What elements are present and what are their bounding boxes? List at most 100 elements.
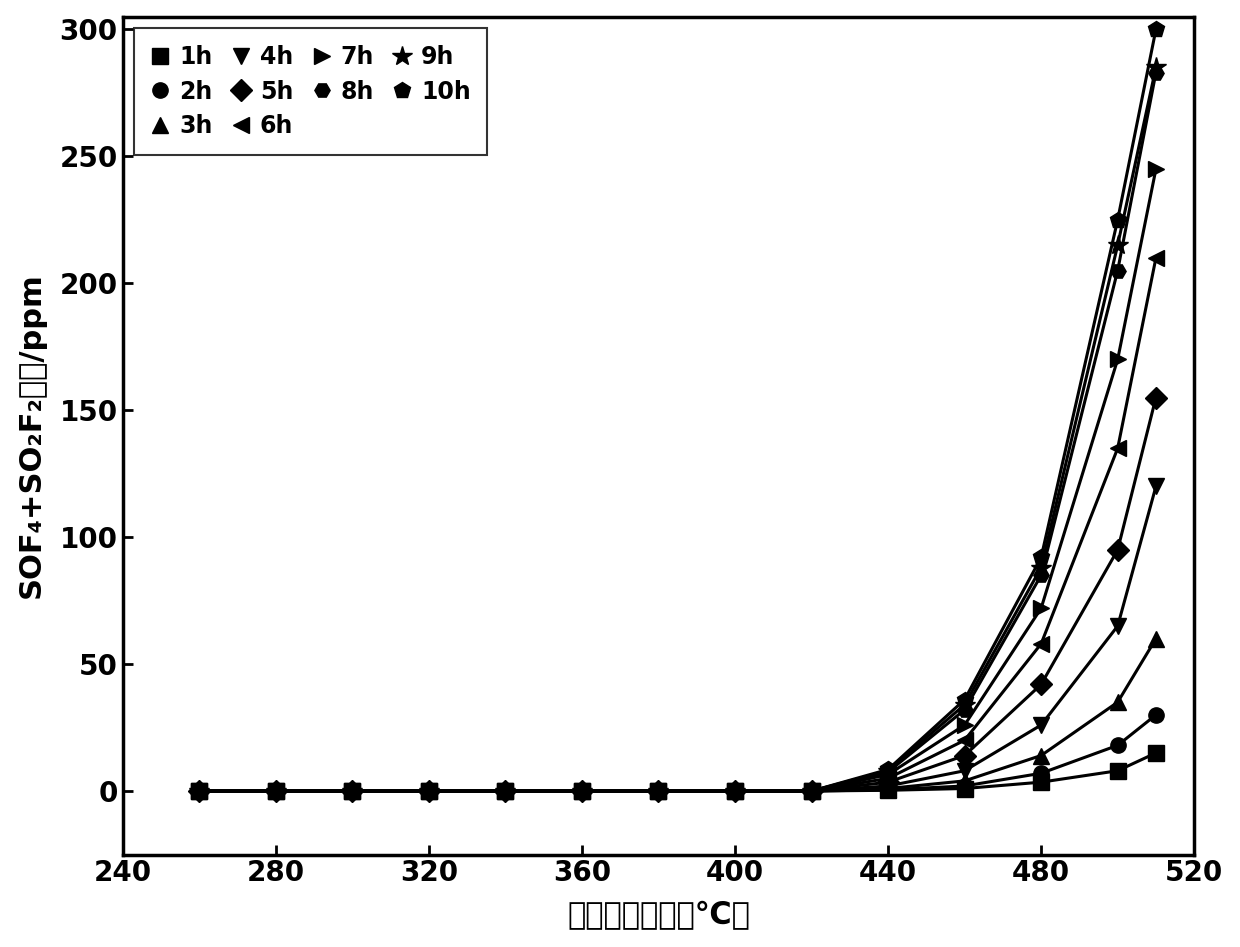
4h [1148, 481, 1163, 492]
6h [957, 735, 972, 746]
Line: 5h: 5h [191, 390, 1163, 798]
3h [1034, 750, 1049, 761]
8h [957, 705, 972, 716]
1h [345, 785, 360, 796]
8h [728, 785, 743, 796]
9h [728, 785, 743, 796]
6h [498, 785, 513, 796]
2h [804, 785, 818, 796]
10h [422, 785, 436, 796]
5h [498, 785, 513, 796]
4h [880, 780, 895, 792]
8h [1148, 67, 1163, 79]
2h [1034, 768, 1049, 779]
4h [268, 785, 283, 796]
10h [804, 785, 818, 796]
8h [804, 785, 818, 796]
7h [574, 785, 589, 796]
7h [422, 785, 436, 796]
5h [1110, 545, 1125, 556]
7h [651, 785, 666, 796]
8h [498, 785, 513, 796]
10h [574, 785, 589, 796]
Line: 6h: 6h [191, 249, 1164, 799]
1h [192, 785, 207, 796]
4h [957, 765, 972, 777]
1h [574, 785, 589, 796]
10h [268, 785, 283, 796]
Line: 7h: 7h [191, 161, 1164, 799]
4h [498, 785, 513, 796]
2h [651, 785, 666, 796]
7h [804, 785, 818, 796]
Y-axis label: SOF₄+SO₂F₂浓度/ppm: SOF₄+SO₂F₂浓度/ppm [16, 273, 46, 599]
10h [957, 694, 972, 706]
Line: 9h: 9h [188, 57, 1167, 801]
2h [345, 785, 360, 796]
Line: 4h: 4h [191, 478, 1164, 799]
9h [1110, 240, 1125, 251]
6h [1110, 442, 1125, 454]
9h [574, 785, 589, 796]
1h [1110, 765, 1125, 777]
2h [1110, 740, 1125, 751]
9h [268, 785, 283, 796]
6h [574, 785, 589, 796]
9h [192, 785, 207, 796]
1h [422, 785, 436, 796]
3h [574, 785, 589, 796]
1h [498, 785, 513, 796]
Legend: 1h, 2h, 3h, 4h, 5h, 6h, 7h, 8h, 9h, 10h: 1h, 2h, 3h, 4h, 5h, 6h, 7h, 8h, 9h, 10h [134, 28, 487, 154]
9h [651, 785, 666, 796]
8h [574, 785, 589, 796]
8h [1034, 569, 1049, 581]
9h [880, 765, 895, 777]
1h [1034, 777, 1049, 788]
4h [574, 785, 589, 796]
4h [728, 785, 743, 796]
5h [957, 750, 972, 761]
7h [192, 785, 207, 796]
8h [192, 785, 207, 796]
9h [498, 785, 513, 796]
3h [651, 785, 666, 796]
6h [804, 785, 818, 796]
10h [880, 764, 895, 776]
2h [880, 784, 895, 795]
2h [192, 785, 207, 796]
2h [574, 785, 589, 796]
5h [651, 785, 666, 796]
3h [268, 785, 283, 796]
9h [345, 785, 360, 796]
Line: 8h: 8h [191, 65, 1163, 798]
3h [345, 785, 360, 796]
5h [804, 785, 818, 796]
4h [804, 785, 818, 796]
2h [1148, 709, 1163, 721]
9h [1148, 62, 1163, 73]
10h [498, 785, 513, 796]
6h [192, 785, 207, 796]
3h [422, 785, 436, 796]
2h [957, 780, 972, 792]
8h [422, 785, 436, 796]
7h [345, 785, 360, 796]
1h [728, 785, 743, 796]
7h [1110, 354, 1125, 366]
1h [804, 785, 818, 796]
4h [422, 785, 436, 796]
2h [422, 785, 436, 796]
5h [1148, 392, 1163, 403]
1h [957, 783, 972, 795]
3h [192, 785, 207, 796]
5h [422, 785, 436, 796]
6h [1034, 638, 1049, 650]
7h [1034, 602, 1049, 614]
7h [957, 720, 972, 731]
4h [1034, 720, 1049, 731]
6h [651, 785, 666, 796]
6h [345, 785, 360, 796]
10h [651, 785, 666, 796]
8h [651, 785, 666, 796]
10h [1110, 214, 1125, 225]
